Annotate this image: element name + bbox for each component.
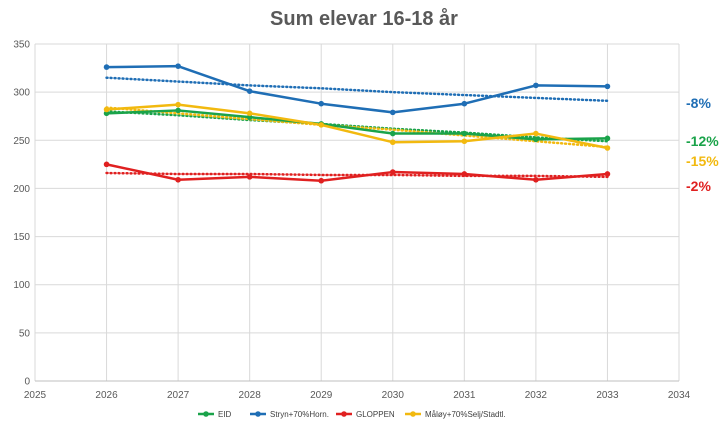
data-point <box>389 169 396 175</box>
y-tick-label: 150 <box>13 232 30 243</box>
legend-marker-2 <box>341 411 347 417</box>
series-line-3 <box>106 103 608 150</box>
trendline-1 <box>105 76 609 103</box>
data-point <box>461 171 468 177</box>
y-tick-label: 0 <box>24 377 30 388</box>
legend-marker-1 <box>255 411 261 417</box>
data-point <box>604 83 611 90</box>
grid <box>34 43 680 382</box>
data-point <box>604 135 611 142</box>
data-point <box>461 138 468 145</box>
data-point <box>103 110 110 117</box>
data-point <box>103 106 110 113</box>
y-tick-label: 50 <box>19 328 31 339</box>
y-tick-label: 300 <box>13 88 30 99</box>
chart-title: Sum elevar 16-18 år <box>270 7 458 30</box>
legend-label-2: GLOPPEN <box>356 410 395 419</box>
data-point <box>389 139 396 146</box>
series-lines <box>106 64 608 182</box>
data-point <box>246 110 253 117</box>
trendline-2 <box>105 171 609 179</box>
data-point <box>389 130 396 137</box>
data-point <box>461 130 468 137</box>
x-tick-label: 2028 <box>239 390 262 401</box>
x-tick-label: 2029 <box>310 390 333 401</box>
data-point <box>246 174 253 180</box>
data-point <box>318 100 325 107</box>
data-point <box>318 177 325 184</box>
series-points <box>103 63 611 184</box>
change-annotations: -12% -8% -2% -15% <box>686 95 719 194</box>
data-point <box>175 107 181 114</box>
legend-label-1: Stryn+70%Horn. <box>270 410 329 419</box>
data-point <box>246 114 253 120</box>
legend-label-0: EID <box>218 410 232 419</box>
y-tick-label: 350 <box>13 40 30 51</box>
x-tick-label: 2030 <box>382 390 405 401</box>
legend: EID Stryn+70%Horn. GLOPPEN Måløy+70%Selj/St… <box>198 410 506 419</box>
data-point <box>175 101 181 108</box>
x-tick-label: 2032 <box>525 390 548 401</box>
data-point <box>175 63 181 69</box>
data-point <box>103 161 110 168</box>
data-point <box>604 171 611 177</box>
legend-marker-0 <box>203 411 209 417</box>
y-tick-label: 200 <box>13 184 30 195</box>
data-point <box>175 176 181 183</box>
data-point <box>533 136 539 143</box>
x-tick-label: 2025 <box>24 390 47 401</box>
x-tick-label: 2027 <box>167 390 190 401</box>
x-tick-label: 2026 <box>95 390 118 401</box>
y-tick-label: 100 <box>13 280 30 291</box>
legend-label-3: Måløy+70%Selj/Stadtl. <box>425 410 506 419</box>
change-label-0: -12% <box>686 133 719 149</box>
trendline-3 <box>105 106 609 149</box>
x-tick-label: 2033 <box>596 390 619 401</box>
change-label-2: -2% <box>686 178 711 194</box>
axes: 0 50 100 150 200 250 300 350 2025 2026 2027 2028 202… <box>13 40 690 402</box>
data-point <box>389 109 396 116</box>
series-line-2 <box>106 163 608 182</box>
legend-marker-3 <box>410 411 416 417</box>
data-point <box>246 88 253 94</box>
data-point <box>318 122 325 128</box>
trendlines <box>105 76 609 179</box>
series-line-0 <box>106 109 608 141</box>
series-line-1 <box>106 64 608 114</box>
data-point <box>604 145 611 151</box>
data-point <box>103 64 110 70</box>
y-tick-label: 250 <box>13 136 30 147</box>
x-tick-label: 2034 <box>668 390 691 401</box>
trendline-0 <box>105 110 609 143</box>
data-point <box>533 82 539 89</box>
data-point <box>533 176 539 183</box>
data-point <box>533 130 539 137</box>
change-label-3: -15% <box>686 153 719 169</box>
data-point <box>461 100 468 107</box>
x-tick-label: 2031 <box>453 390 476 401</box>
change-label-1: -8% <box>686 95 711 111</box>
